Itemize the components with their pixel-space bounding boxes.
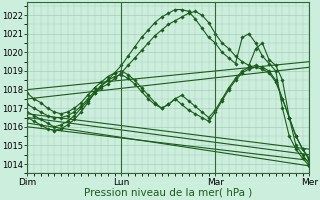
X-axis label: Pression niveau de la mer( hPa ): Pression niveau de la mer( hPa ) xyxy=(84,188,252,198)
